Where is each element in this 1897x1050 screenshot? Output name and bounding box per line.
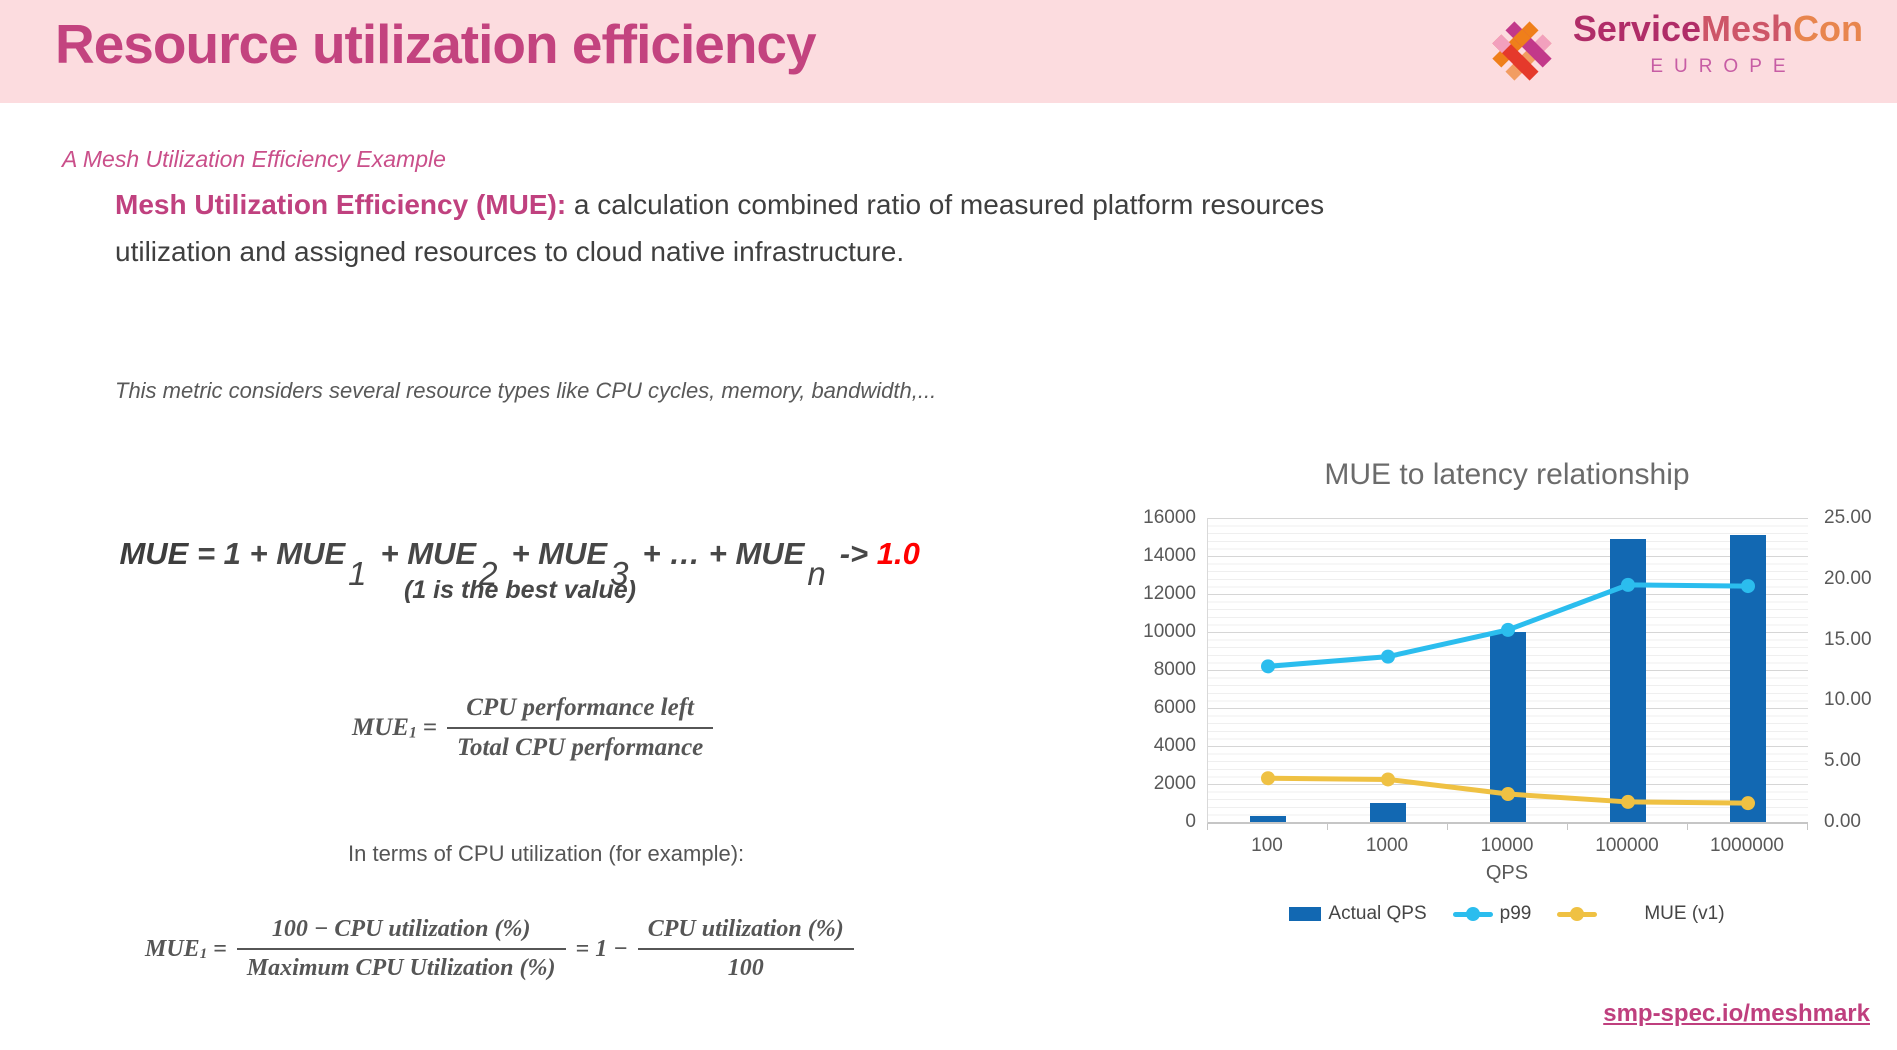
mue1-performance-formula: MUE 1 = CPU performance left Total CPU pe… [352,694,723,762]
brand-mesh: Mesh [1700,8,1794,49]
definition-text-line2: utilization and assigned resources to cl… [115,236,905,267]
formula-segment: = 1 + MUE [188,536,346,571]
MUE (v1)-marker [1261,771,1275,786]
brand-name: ServiceMeshCon [1573,8,1863,50]
definition-text-line1: a calculation combined ratio of measured… [566,189,1325,220]
y-axis-right-tick-label: 0.00 [1824,811,1861,832]
formula-subscript-2: 2 [479,555,498,592]
y-axis-left-tick-label: 2000 [1153,773,1196,794]
frac1-numerator: CPU performance left [446,694,714,729]
y-axis-left-tick-label: 16000 [1143,507,1196,528]
legend-swatch [1557,911,1598,917]
frac2-equals: = [213,935,227,962]
header-band: Resource utilization efficiency ServiceM… [0,0,1897,103]
frac2-lhs: MUE [145,935,200,962]
best-value-note: (1 is the best value) [403,576,637,604]
MUE (v1)-marker [1501,787,1515,802]
frac1-lhs-subscript: 1 [408,724,417,742]
frac2-numerator-1: 100 − CPU utilization (%) [236,916,566,950]
y-axis-right-tick-label: 25.00 [1824,507,1872,528]
p99-marker [1381,649,1395,664]
frac1-equals: = [422,714,437,741]
p99-marker [1501,622,1515,637]
fraction: CPU performance left Total CPU performan… [446,694,714,762]
y-axis-left-tick-label: 10000 [1143,621,1196,642]
frac2-denominator-2: 100 [727,955,764,981]
mue-sum-formula: MUE = 1 + MUE1+ MUE2+ MUE3+ … + MUEn-> 1… [85,498,920,608]
y-axis-left-tick-label: 0 [1185,811,1196,832]
p99-marker [1261,659,1275,674]
legend-label: p99 [1499,903,1532,924]
MUE (v1)-marker [1621,794,1635,809]
formula-segment: + MUE [380,536,477,571]
formula-target-value: 1.0 [876,536,920,571]
y-axis-right-tick-label: 15.00 [1824,628,1872,650]
frac2-denominator-1: Maximum CPU Utilization (%) [246,955,556,981]
frac1-denominator: Total CPU performance [456,734,704,761]
x-axis-tick-label: 1000 [1365,835,1409,856]
bar-100 [1250,816,1286,822]
x-axis-tick-label: 100000 [1595,835,1659,856]
x-axis-title: QPS [1485,862,1529,884]
x-axis-tick-label: 1000000 [1710,835,1784,856]
MUE (v1)-marker [1741,796,1755,811]
y-axis-left-tick-label: 8000 [1153,659,1196,680]
legend-label: MUE (v1) [1644,903,1725,924]
p99-marker [1621,577,1635,592]
legend-label: Actual QPS [1328,903,1427,924]
chart-title: MUE to latency relationship [1324,458,1690,491]
x-axis-tick-label: 10000 [1480,835,1534,856]
brand-con: Con [1793,8,1863,49]
chart-plot-area [1207,518,1808,824]
y-axis-right-tick-label: 10.00 [1824,689,1872,711]
formula-segment: + … + MUE [642,536,805,571]
formula-arrow: -> [839,536,877,571]
x-axis-tick-label: 100 [1251,835,1283,856]
formula-subscript-3: 3 [610,555,629,592]
x-axis-tickmarks [1207,824,1808,830]
mue1-utilization-formula: MUE 1 = 100 − CPU utilization (%) Maximum… [145,916,864,982]
hash-ribbon-icon [1492,21,1552,81]
y-axis-left-tick-label: 4000 [1153,735,1196,756]
MUE (v1)-marker [1381,772,1395,787]
p99-marker [1741,579,1755,594]
y-axis-left-tick-label: 12000 [1143,583,1196,604]
brand-service: Service [1572,8,1701,49]
legend-item-p99: p99 [1452,903,1532,925]
frac1-lhs: MUE [352,714,409,741]
fraction: CPU utilization (%) 100 [637,916,854,982]
legend-swatch [1289,907,1322,921]
chart-legend: Actual QPS p99 MUE (v1) [1177,903,1837,925]
servicemeshcon-logo: ServiceMeshCon EUROPE [1483,8,1863,90]
formula-lhs: MUE [119,536,189,571]
formula-subscript-1: 1 [348,555,367,592]
formula-segment: + MUE [511,536,608,571]
page-title: Resource utilization efficiency [55,13,817,75]
y-axis-right-tick-label: 5.00 [1824,750,1861,772]
logo-text: ServiceMeshCon EUROPE [1573,8,1863,78]
frac2-mid: = 1 − [575,935,628,962]
legend-item-mue-v1-: MUE (v1) [1557,903,1725,925]
frac2-numerator-2: CPU utilization (%) [637,916,854,950]
y-axis-left-tick-label: 14000 [1143,545,1196,566]
bar-1000 [1370,803,1406,822]
frac2-lhs-subscript: 1 [199,945,208,962]
legend-item-actual-qps: Actual QPS [1289,903,1427,925]
y-axis-right-tick-label: 20.00 [1824,567,1872,589]
formula-subscript-n: n [807,555,826,592]
line-series [1261,577,1755,811]
mue-latency-chart: MUE to latency relationship 16000 14000 12… [1130,458,1890,943]
metric-note: This metric considers several resource t… [115,378,937,403]
brand-region: EUROPE [1650,56,1797,77]
y-axis-left-tick-label: 6000 [1153,697,1196,718]
legend-swatch [1452,911,1493,917]
terms-label: In terms of CPU utilization (for example… [348,841,745,866]
definition-term: Mesh Utilization Efficiency (MUE): [115,189,567,220]
slide-subtitle: A Mesh Utilization Efficiency Example [62,146,446,172]
footer-link[interactable]: smp-spec.io/meshmark [1603,1000,1870,1027]
definition-paragraph: Mesh Utilization Efficiency (MUE): a cal… [115,181,1324,275]
fraction: 100 − CPU utilization (%) Maximum CPU Ut… [236,916,566,982]
